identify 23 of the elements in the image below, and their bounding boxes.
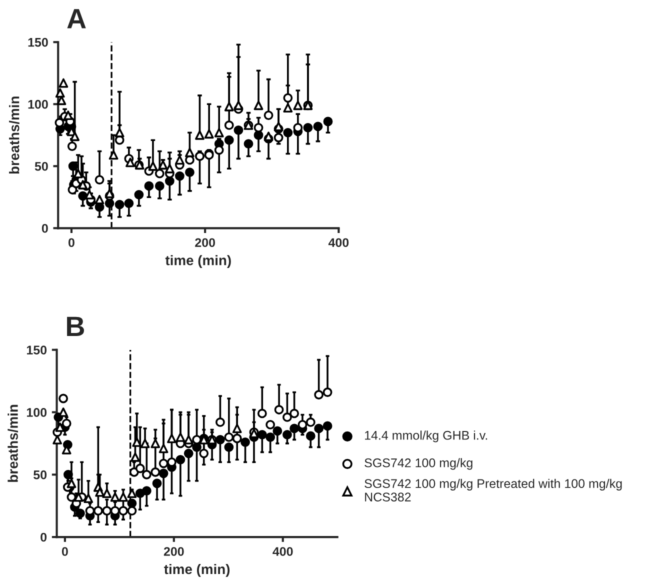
y-tick-label: 100 xyxy=(28,100,48,109)
x-axis-title: time (min) xyxy=(164,564,230,577)
y-tick-label: 150 xyxy=(28,38,48,47)
x-axis-title: time (min) xyxy=(165,255,231,268)
y-tick-label: 0 xyxy=(40,532,47,542)
y-tick-label: 50 xyxy=(34,162,48,171)
y-tick-label: 150 xyxy=(26,346,47,354)
x-tick-label: 200 xyxy=(164,547,184,556)
y-tick-label: 100 xyxy=(26,408,47,417)
chart-title: B xyxy=(67,316,84,336)
x-tick-label: 200 xyxy=(195,238,215,248)
x-tick-label: 400 xyxy=(328,238,349,248)
y-tick-label: 50 xyxy=(34,470,47,480)
y-axis-title: breaths/min xyxy=(8,404,18,482)
legend-label: SGS742 100 mg/kg Pretreated with 100 mg/kg NCS382 xyxy=(364,478,622,502)
legend-label: 14.4 mmol/kg GHB i.v. xyxy=(365,430,488,442)
y-tick-label: 0 xyxy=(42,224,48,233)
y-axis-title: breaths/min xyxy=(9,96,20,174)
x-tick-label: 0 xyxy=(62,547,68,556)
x-tick-label: 400 xyxy=(272,547,293,556)
legend-label: SGS742 100 mg/kg xyxy=(364,458,472,470)
x-tick-label: 0 xyxy=(68,238,74,248)
chart-title: A xyxy=(67,9,86,28)
